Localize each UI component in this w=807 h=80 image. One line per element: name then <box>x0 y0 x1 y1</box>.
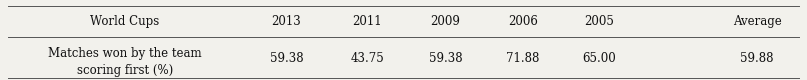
Text: 59.38: 59.38 <box>429 52 462 65</box>
Text: 2013: 2013 <box>272 15 301 28</box>
Text: 71.88: 71.88 <box>506 52 540 65</box>
Text: 43.75: 43.75 <box>350 52 384 65</box>
Text: 2006: 2006 <box>508 15 538 28</box>
Text: Matches won by the team
scoring first (%): Matches won by the team scoring first (%… <box>48 47 202 77</box>
Text: 59.38: 59.38 <box>270 52 303 65</box>
Text: Average: Average <box>733 15 781 28</box>
Text: 2005: 2005 <box>583 15 614 28</box>
Text: 2011: 2011 <box>353 15 382 28</box>
Text: 65.00: 65.00 <box>582 52 616 65</box>
Text: 59.88: 59.88 <box>740 52 774 65</box>
Text: World Cups: World Cups <box>90 15 160 28</box>
Text: 2009: 2009 <box>430 15 461 28</box>
